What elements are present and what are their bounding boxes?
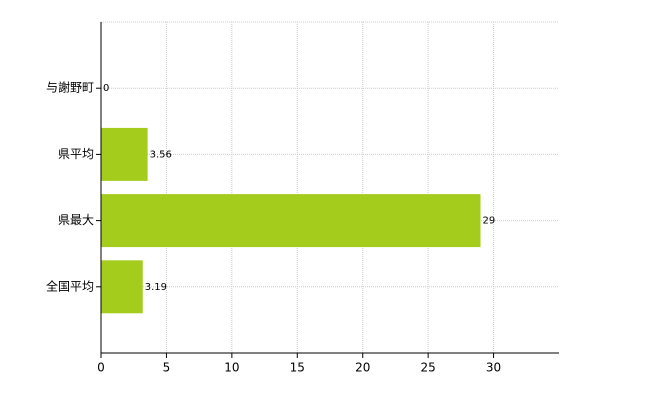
y-tick-label: 与謝野町 [46,80,94,95]
x-tick-label: 10 [224,361,239,375]
x-tick-label: 15 [290,361,305,375]
x-tick-label: 20 [355,361,370,375]
y-tick-label: 県平均 [58,147,94,161]
x-tick-label: 30 [486,361,501,375]
bar [101,194,481,248]
value-label: 3.56 [150,149,172,160]
x-tick-label: 5 [163,361,171,375]
value-label: 29 [482,216,495,227]
value-label: 0 [103,83,109,94]
value-label: 3.19 [145,282,167,293]
bar [101,260,143,314]
y-tick-label: 全国平均 [46,278,94,293]
x-tick-label: 25 [421,361,436,375]
y-tick-label: 県最大 [58,213,94,227]
bar [101,127,148,181]
x-tick-label: 0 [97,361,105,375]
